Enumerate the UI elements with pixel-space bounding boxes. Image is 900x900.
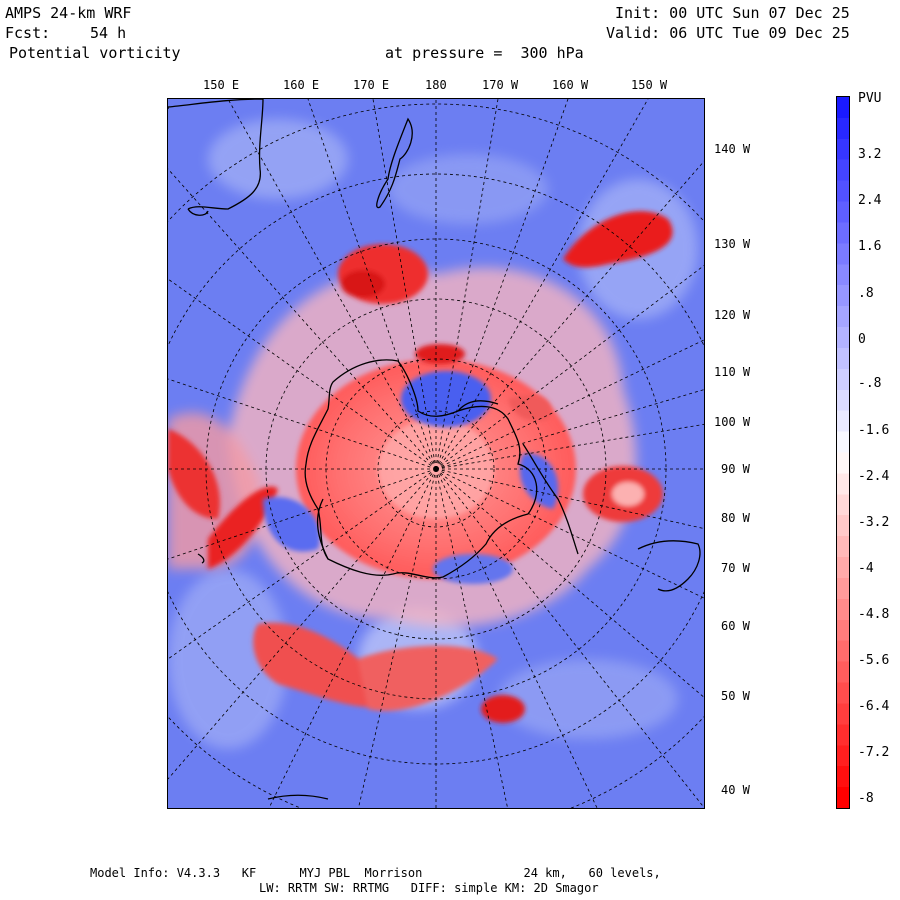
colorbar-unit: PVU (858, 91, 882, 106)
cb-label-0-8: .8 (858, 286, 874, 301)
pv-red-filaments (168, 211, 673, 723)
pv-colorbar (836, 96, 850, 809)
cb-label-neg-6-4: -6.4 (858, 699, 890, 714)
antarctica-coast (304, 359, 538, 579)
ross-ice-shelf-edge (457, 400, 499, 412)
lon-label-160w: 160 W (552, 78, 589, 92)
lon-label-150w: 150 W (631, 78, 668, 92)
pv-blue-intrusions (263, 371, 559, 584)
cb-label-neg-8: -8 (858, 791, 874, 806)
cb-label-neg-7-2: -7.2 (858, 745, 890, 760)
coastlines (168, 99, 701, 800)
cb-label-0: 0 (858, 332, 866, 347)
lon-label-180: 180 (425, 78, 447, 92)
cb-label-2-4: 2.4 (858, 193, 882, 208)
model-title: AMPS 24-km WRF (5, 4, 132, 22)
australia-coast (168, 99, 264, 210)
lon-label-60w: 60 W (721, 619, 750, 633)
lon-label-90w: 90 W (721, 462, 750, 476)
island-coast (197, 553, 205, 564)
lon-label-50w: 50 W (721, 689, 750, 703)
graticule (168, 99, 704, 808)
new-zealand-coast (376, 117, 413, 209)
weddell-coast (316, 498, 329, 560)
southern-africa-coast (267, 794, 329, 800)
cb-label-neg-0-8: -.8 (858, 376, 882, 391)
lon-label-70w: 70 W (721, 561, 750, 575)
cb-label-neg-1-6: -1.6 (858, 423, 890, 438)
potential-vorticity-map (167, 98, 705, 809)
lon-label-110w: 110 W (714, 365, 751, 379)
lon-label-170e: 170 E (353, 78, 390, 92)
lon-label-170w: 170 W (482, 78, 519, 92)
cb-label-neg-5-6: -5.6 (858, 653, 890, 668)
lon-label-160e: 160 E (283, 78, 320, 92)
init-time: Init: 00 UTC Sun 07 Dec 25 (615, 4, 850, 22)
valid-time: Valid: 06 UTC Tue 09 Dec 25 (606, 24, 850, 42)
field-name: Potential vorticity (9, 44, 181, 62)
model-info-line1: Model Info: V4.3.3 KF MYJ PBL Morrison 2… (90, 866, 661, 880)
cb-label-1-6: 1.6 (858, 239, 882, 254)
lon-label-40w: 40 W (721, 783, 750, 797)
lon-label-80w: 80 W (721, 511, 750, 525)
forecast-hour: 54 h (90, 24, 127, 42)
lon-label-100w: 100 W (714, 415, 751, 429)
cb-label-neg-4: -4 (858, 561, 874, 576)
cb-label-neg-3-2: -3.2 (858, 515, 890, 530)
south-america-coast (637, 540, 701, 592)
lon-label-130w: 130 W (714, 237, 751, 251)
tasmania-coast (187, 208, 209, 216)
lon-label-120w: 120 W (714, 308, 751, 322)
pressure-level: at pressure = 300 hPa (385, 44, 584, 62)
model-info-line2: LW: RRTM SW: RRTMG DIFF: simple KM: 2D S… (259, 881, 599, 895)
cb-label-neg-4-8: -4.8 (858, 607, 890, 622)
map-canvas (168, 99, 704, 808)
cb-label-3-2: 3.2 (858, 147, 882, 162)
antarctic-peninsula-coast (522, 443, 579, 555)
lon-label-150e: 150 E (203, 78, 240, 92)
forecast-label: Fcst: (5, 24, 51, 42)
cb-label-neg-2-4: -2.4 (858, 469, 890, 484)
lon-label-140w: 140 W (714, 142, 751, 156)
